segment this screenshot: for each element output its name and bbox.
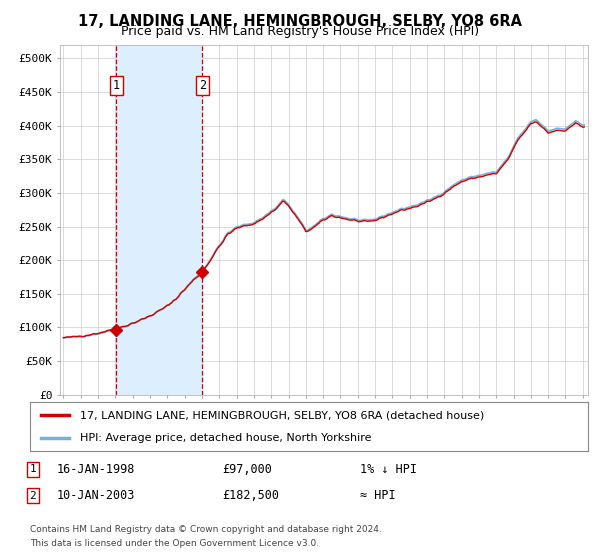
Text: £97,000: £97,000	[222, 463, 272, 476]
Bar	[116, 45, 202, 395]
Text: £182,500: £182,500	[222, 489, 279, 502]
Text: Contains HM Land Registry data © Crown copyright and database right 2024.: Contains HM Land Registry data © Crown c…	[30, 525, 382, 534]
Text: 17, LANDING LANE, HEMINGBROUGH, SELBY, YO8 6RA: 17, LANDING LANE, HEMINGBROUGH, SELBY, Y…	[78, 14, 522, 29]
Text: 1% ↓ HPI: 1% ↓ HPI	[360, 463, 417, 476]
Text: 1: 1	[29, 464, 37, 474]
Text: 2: 2	[199, 79, 206, 92]
Text: This data is licensed under the Open Government Licence v3.0.: This data is licensed under the Open Gov…	[30, 539, 319, 548]
Text: 16-JAN-1998: 16-JAN-1998	[57, 463, 136, 476]
Text: 17, LANDING LANE, HEMINGBROUGH, SELBY, YO8 6RA (detached house): 17, LANDING LANE, HEMINGBROUGH, SELBY, Y…	[80, 410, 484, 421]
Text: 2: 2	[29, 491, 37, 501]
Text: ≈ HPI: ≈ HPI	[360, 489, 395, 502]
Text: HPI: Average price, detached house, North Yorkshire: HPI: Average price, detached house, Nort…	[80, 433, 372, 444]
Text: 1: 1	[113, 79, 119, 92]
Text: 10-JAN-2003: 10-JAN-2003	[57, 489, 136, 502]
Text: Price paid vs. HM Land Registry's House Price Index (HPI): Price paid vs. HM Land Registry's House …	[121, 25, 479, 38]
